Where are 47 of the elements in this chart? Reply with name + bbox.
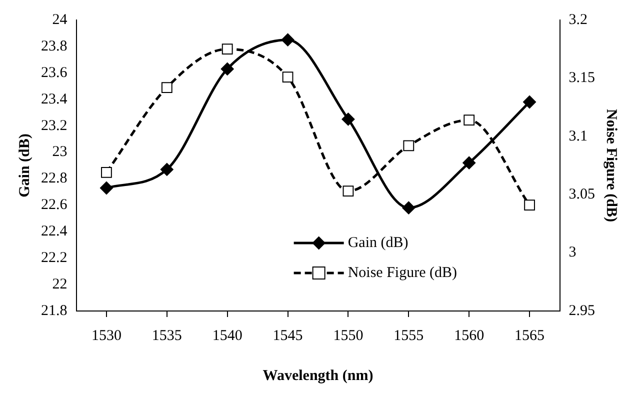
y-tick-label: 22.4 [41,224,68,240]
y-tick-label: 23 [52,144,68,160]
point [402,201,416,214]
point [220,62,234,76]
y2-tick-label: 3.05 [568,186,595,203]
x-tick-label: 1530 [91,328,122,344]
point [342,186,354,197]
point [524,200,535,211]
y2-tick-label: 3.1 [568,128,588,144]
x-tick-label: 1545 [272,328,303,344]
y-tick-label: 22.6 [41,197,68,214]
x-tick-label: 1565 [514,328,545,344]
point [100,181,113,194]
y-tick-label: 22.2 [41,250,68,266]
point [161,82,172,93]
x-tick-label: 1555 [394,328,424,344]
point [342,112,355,126]
y-tick-label: 23.2 [41,118,68,134]
point [222,44,233,55]
y2-axis-title: Noise Figure (dB) [603,108,620,222]
y2-tick-label: 3.2 [568,12,588,28]
y-tick-label: 21.8 [41,302,68,319]
y-tick-label: 22.8 [41,170,68,187]
y-axis-title: Gain (dB) [16,134,33,198]
point [403,140,414,152]
y2-tick-label: 3 [568,244,576,261]
y-tick-label: 23.6 [41,64,68,81]
x-tick-label: 1535 [152,328,182,344]
point [462,156,476,170]
legend-label: Gain (dB) [348,234,408,251]
x-tick-label: 1560 [454,328,484,344]
y-tick-label: 24 [52,12,68,28]
y-tick-label: 23.4 [41,91,68,108]
y-tick-label: 22 [52,276,68,292]
point [464,114,475,126]
legend-label: Noise Figure (dB) [348,264,457,281]
point [282,72,294,82]
point [160,162,174,176]
point [281,33,294,46]
x-axis-title: Wavelength (nm) [262,368,374,384]
x-tick-label: 1540 [212,328,242,344]
y2-tick-label: 3.15 [568,70,595,86]
y-tick-label: 23.8 [41,38,68,54]
point [523,96,536,109]
x-tick-label: 1550 [333,328,364,344]
point [101,167,112,178]
y2-tick-label: 2.95 [568,302,595,319]
